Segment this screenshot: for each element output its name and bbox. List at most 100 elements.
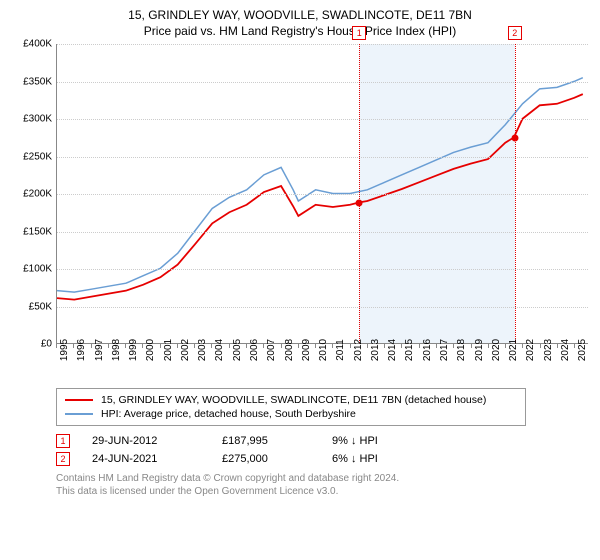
title-address: 15, GRINDLEY WAY, WOODVILLE, SWADLINCOTE… [12,8,588,22]
x-tick-label: 2011 [335,339,346,361]
x-tick-mark [91,344,92,348]
title-subtitle: Price paid vs. HM Land Registry's House … [12,24,588,38]
x-tick-mark [211,344,212,348]
x-tick-label: 2018 [456,339,467,361]
series-hpi [57,78,583,292]
x-tick-mark [108,344,109,348]
x-tick-label: 1999 [128,339,139,361]
x-tick-label: 2024 [560,339,571,361]
footer-line1: Contains HM Land Registry data © Crown c… [56,472,588,485]
sale-date: 24-JUN-2021 [92,453,222,465]
x-tick-mark [298,344,299,348]
sale-price: £275,000 [222,453,332,465]
y-axis: £0£50K£100K£150K£200K£250K£300K£350K£400… [12,44,56,344]
x-tick-label: 2003 [197,339,208,361]
x-tick-label: 2022 [525,339,536,361]
x-tick-label: 2013 [370,339,381,361]
marker-box: 1 [352,26,366,40]
x-tick-mark [177,344,178,348]
x-tick-mark [522,344,523,348]
x-tick-mark [419,344,420,348]
x-tick-label: 1998 [111,339,122,361]
x-tick-mark [263,344,264,348]
legend-item: 15, GRINDLEY WAY, WOODVILLE, SWADLINCOTE… [65,393,517,407]
y-tick-label: £50K [29,301,52,312]
x-tick-mark [229,344,230,348]
x-tick-label: 2014 [387,339,398,361]
x-tick-mark [401,344,402,348]
legend: 15, GRINDLEY WAY, WOODVILLE, SWADLINCOTE… [56,388,526,426]
x-tick-label: 2020 [491,339,502,361]
y-tick-label: £300K [23,114,52,125]
x-tick-label: 2007 [266,339,277,361]
gridline [57,157,588,158]
gridline [57,82,588,83]
x-tick-label: 2005 [232,339,243,361]
x-tick-mark [315,344,316,348]
x-tick-label: 2015 [404,339,415,361]
gridline [57,269,588,270]
x-tick-mark [557,344,558,348]
x-tick-mark [505,344,506,348]
y-tick-label: £250K [23,151,52,162]
x-tick-mark [142,344,143,348]
y-tick-label: £200K [23,189,52,200]
sale-date: 29-JUN-2012 [92,435,222,447]
x-tick-label: 2006 [249,339,260,361]
footer-line2: This data is licensed under the Open Gov… [56,485,588,498]
y-tick-label: £0 [41,339,52,350]
footer: Contains HM Land Registry data © Crown c… [56,472,588,498]
x-tick-label: 1996 [76,339,87,361]
marker-vline [515,44,516,343]
x-tick-mark [367,344,368,348]
x-tick-mark [436,344,437,348]
sale-marker-box: 2 [56,452,70,466]
x-tick-mark [194,344,195,348]
marker-box: 2 [508,26,522,40]
x-tick-mark [384,344,385,348]
x-tick-label: 2023 [543,339,554,361]
sale-price: £187,995 [222,435,332,447]
x-axis: 1995199619971998199920002001200220032004… [56,344,588,384]
sales-table: 129-JUN-2012£187,9959% ↓ HPI 2 24-JUN-2021… [56,434,588,466]
plot-area: 12 [56,44,588,344]
x-tick-label: 2000 [145,339,156,361]
sale-row: 2 24-JUN-2021£275,0006% ↓ HPI [56,452,588,466]
x-tick-label: 2004 [214,339,225,361]
x-tick-label: 2012 [353,339,364,361]
x-tick-label: 2019 [474,339,485,361]
y-tick-label: £400K [23,39,52,50]
chart-container: 15, GRINDLEY WAY, WOODVILLE, SWADLINCOTE… [0,0,600,506]
x-tick-mark [160,344,161,348]
x-tick-label: 2021 [508,339,519,361]
x-tick-label: 2002 [180,339,191,361]
legend-swatch [65,413,93,415]
x-tick-label: 2017 [439,339,450,361]
legend-label: HPI: Average price, detached house, Sout… [101,408,356,420]
marker-vline [359,44,360,343]
x-tick-mark [350,344,351,348]
sale-diff: 6% ↓ HPI [332,453,432,465]
x-tick-label: 2010 [318,339,329,361]
sale-diff: 9% ↓ HPI [332,435,432,447]
x-tick-mark [488,344,489,348]
x-tick-mark [125,344,126,348]
x-tick-label: 2016 [422,339,433,361]
x-tick-label: 2001 [163,339,174,361]
x-tick-label: 1995 [59,339,70,361]
x-tick-mark [281,344,282,348]
x-tick-mark [332,344,333,348]
y-tick-label: £100K [23,264,52,275]
gridline [57,44,588,45]
legend-item: HPI: Average price, detached house, Sout… [65,407,517,421]
gridline [57,119,588,120]
x-tick-mark [73,344,74,348]
gridline [57,232,588,233]
x-tick-mark [471,344,472,348]
gridline [57,307,588,308]
x-tick-mark [540,344,541,348]
y-tick-label: £150K [23,226,52,237]
x-tick-label: 2025 [577,339,588,361]
sale-row: 129-JUN-2012£187,9959% ↓ HPI [56,434,588,448]
x-tick-mark [56,344,57,348]
